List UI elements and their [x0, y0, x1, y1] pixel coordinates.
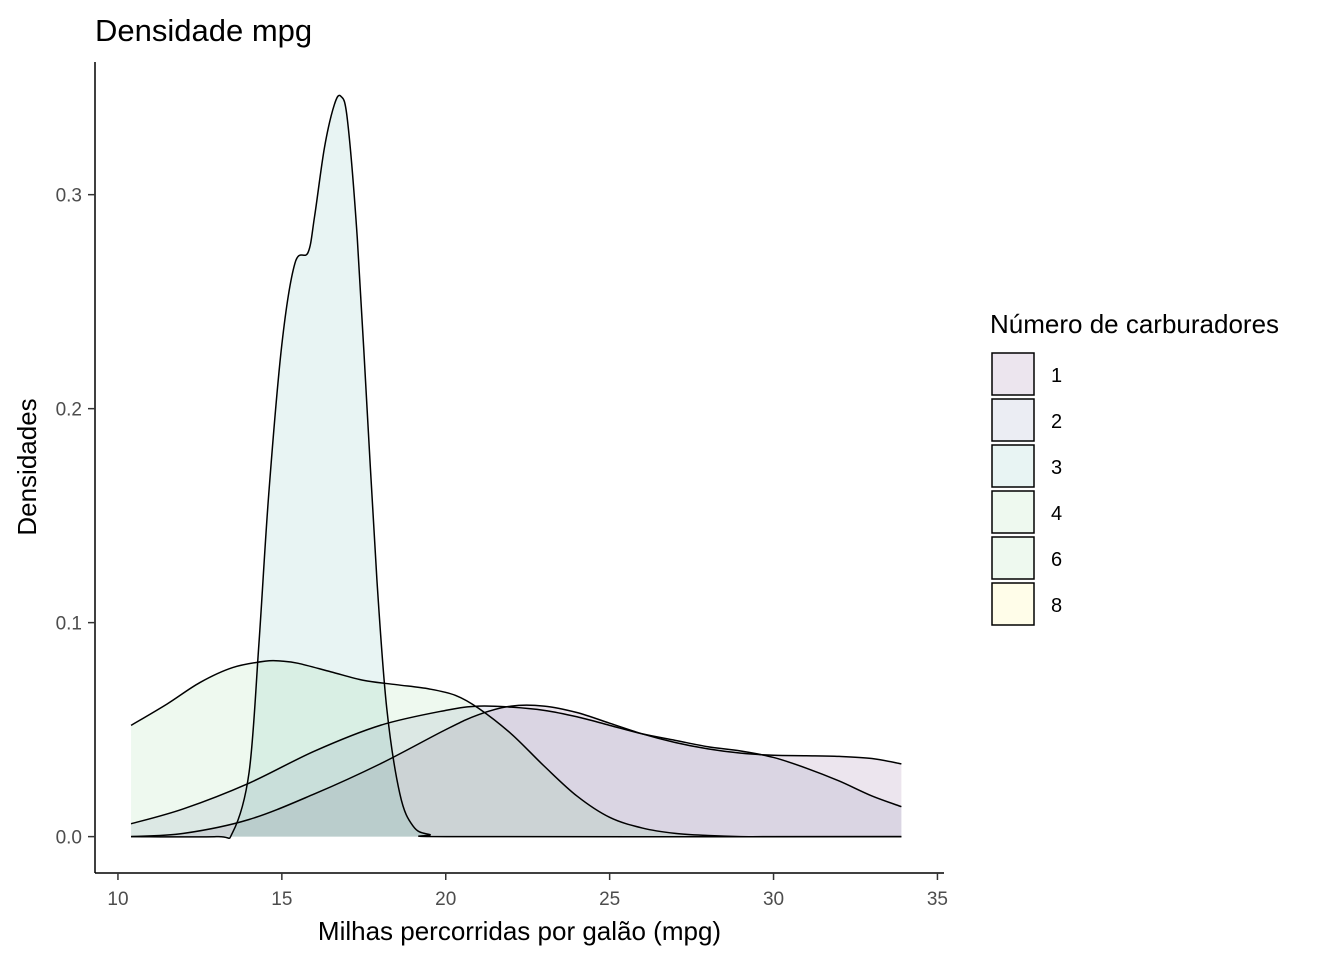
y-tick-label-1: 0.1 [56, 614, 82, 635]
density-curve-4 [130, 659, 902, 838]
legend-label-8: 8 [1051, 595, 1062, 617]
plot-panel: 10 15 20 25 30 35 0.0 0.1 0.2 0.3 [56, 62, 948, 910]
legend-key-bg-4 [992, 491, 1034, 533]
density-outlines [130, 94, 902, 839]
chart-title: Densidade mpg [95, 13, 312, 48]
y-tick-label-0: 0.0 [56, 828, 82, 849]
legend-title: Número de carburadores [990, 309, 1279, 339]
legend-label-4: 4 [1051, 503, 1062, 525]
density-curve-3 [131, 94, 902, 839]
x-tick-label-15: 15 [271, 889, 292, 910]
legend-key-3 [991, 444, 1035, 488]
legend: Número de carburadores 1 2 3 4 6 8 [990, 309, 1279, 626]
y-tick-label-2: 0.2 [56, 400, 82, 421]
legend-label-3: 3 [1051, 457, 1062, 479]
legend-key-bg-1 [992, 353, 1034, 395]
legend-key-8 [991, 582, 1035, 626]
density-area-3 [131, 95, 902, 839]
legend-key-2 [991, 398, 1035, 442]
x-axis-title: Milhas percorridas por galão (mpg) [318, 916, 721, 946]
legend-key-4 [991, 490, 1035, 534]
legend-key-bg-8 [992, 583, 1034, 625]
x-tick-label-20: 20 [435, 889, 456, 910]
x-tick-label-25: 25 [599, 889, 620, 910]
density-curve-2 [130, 705, 902, 825]
legend-label-1: 1 [1051, 365, 1062, 387]
density-curve-1 [131, 704, 902, 838]
x-tick-label-35: 35 [927, 889, 948, 910]
y-axis-ticks: 0.0 0.1 0.2 0.3 [56, 186, 95, 849]
density-areas [131, 95, 902, 839]
legend-key-6 [991, 536, 1035, 580]
x-tick-label-10: 10 [107, 889, 128, 910]
legend-key-bg-6 [992, 537, 1034, 579]
density-area-2 [131, 705, 902, 837]
density-area-1 [131, 705, 902, 837]
legend-key-bg-3 [992, 445, 1034, 487]
x-tick-label-30: 30 [763, 889, 784, 910]
legend-label-6: 6 [1051, 549, 1062, 571]
legend-key-bg-2 [992, 399, 1034, 441]
legend-key-1 [991, 352, 1035, 396]
density-area-4 [131, 660, 902, 837]
y-axis-title: Densidades [12, 398, 42, 535]
legend-entries: 1 2 3 4 6 8 [991, 352, 1062, 626]
legend-label-2: 2 [1051, 411, 1062, 433]
y-tick-label-3: 0.3 [56, 186, 82, 207]
x-axis-ticks: 10 15 20 25 30 35 [107, 873, 948, 910]
